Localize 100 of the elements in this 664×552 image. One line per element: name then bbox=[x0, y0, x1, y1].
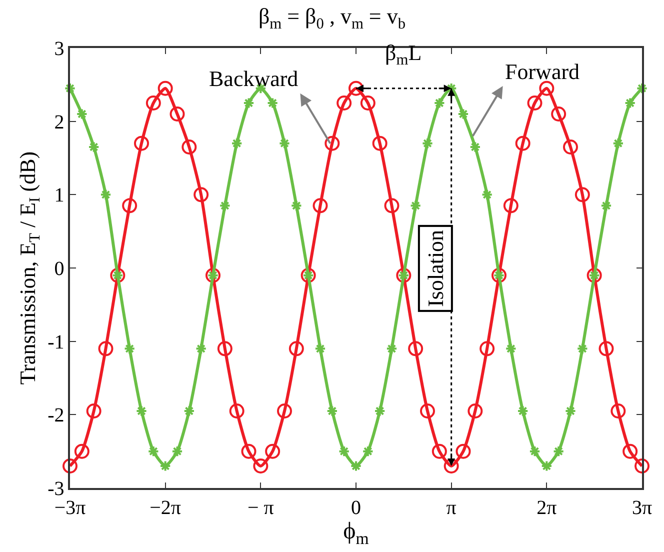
point bbox=[338, 446, 350, 458]
point bbox=[160, 460, 172, 472]
point bbox=[277, 404, 292, 418]
y-tick-label: 3 bbox=[54, 38, 64, 60]
point bbox=[374, 405, 386, 417]
point bbox=[503, 198, 518, 214]
point bbox=[229, 404, 244, 418]
point bbox=[598, 341, 614, 356]
point bbox=[610, 404, 626, 418]
point bbox=[634, 458, 650, 474]
point bbox=[348, 80, 364, 96]
point bbox=[469, 141, 481, 153]
annotation: β$_{m}$L bbox=[385, 40, 422, 69]
annotation: Forward bbox=[505, 59, 580, 84]
x-tick-label: −2π bbox=[150, 496, 182, 519]
point bbox=[552, 446, 564, 458]
point bbox=[242, 97, 255, 109]
point bbox=[636, 82, 648, 94]
point bbox=[600, 200, 612, 212]
point bbox=[386, 342, 398, 354]
point bbox=[324, 136, 340, 151]
point bbox=[564, 405, 576, 417]
point bbox=[265, 444, 280, 459]
point bbox=[457, 108, 470, 120]
point bbox=[505, 342, 517, 354]
point bbox=[551, 106, 566, 122]
point bbox=[326, 405, 338, 417]
point bbox=[182, 140, 197, 154]
point bbox=[241, 444, 256, 459]
point bbox=[148, 446, 160, 458]
point bbox=[266, 97, 278, 109]
point bbox=[362, 446, 374, 458]
x-tick-label: π bbox=[446, 496, 456, 519]
point bbox=[444, 458, 459, 474]
annotation: Isolation bbox=[422, 230, 448, 307]
x-tick-label: 0 bbox=[351, 496, 361, 519]
point bbox=[86, 404, 102, 418]
point bbox=[563, 140, 578, 154]
point bbox=[360, 96, 376, 110]
point bbox=[98, 341, 114, 356]
point bbox=[410, 200, 422, 212]
point bbox=[124, 342, 136, 354]
point bbox=[314, 342, 326, 354]
point bbox=[217, 341, 232, 356]
point bbox=[624, 97, 636, 109]
point bbox=[372, 136, 388, 151]
point bbox=[290, 200, 302, 212]
y-tick-label: 1 bbox=[54, 184, 64, 207]
point bbox=[480, 341, 495, 356]
point bbox=[576, 342, 588, 354]
point bbox=[481, 188, 493, 200]
point bbox=[468, 404, 483, 418]
point bbox=[456, 444, 471, 459]
point bbox=[420, 404, 435, 418]
point bbox=[100, 188, 112, 200]
point bbox=[170, 106, 185, 122]
x-axis-title: ϕ$_{m}$ bbox=[343, 518, 369, 548]
point bbox=[122, 198, 138, 214]
point bbox=[612, 138, 624, 150]
point bbox=[253, 458, 268, 474]
point bbox=[231, 138, 243, 150]
annotation: Backward bbox=[209, 66, 298, 91]
point bbox=[528, 446, 541, 458]
point bbox=[408, 341, 424, 356]
y-tick-label: -1 bbox=[48, 331, 64, 354]
point bbox=[195, 342, 207, 354]
point bbox=[171, 446, 184, 458]
point bbox=[194, 187, 209, 202]
point bbox=[540, 460, 552, 472]
point bbox=[76, 108, 88, 120]
y-tick-label: 0 bbox=[54, 258, 64, 280]
point bbox=[62, 458, 78, 474]
chart-title: β$_{m}$ = β$_{0}$ , v$_{m}$ = v$_{b}$ bbox=[258, 4, 406, 32]
x-tick-label: 3π bbox=[632, 496, 652, 519]
point bbox=[350, 460, 362, 472]
point bbox=[74, 444, 90, 459]
point bbox=[422, 138, 434, 150]
y-tick-label: 2 bbox=[54, 111, 64, 134]
point bbox=[146, 96, 161, 110]
point bbox=[64, 82, 76, 94]
point bbox=[336, 96, 352, 110]
point bbox=[574, 187, 590, 202]
point bbox=[622, 444, 638, 459]
point bbox=[134, 136, 149, 151]
point bbox=[527, 96, 542, 110]
point bbox=[183, 405, 195, 417]
point bbox=[88, 141, 100, 153]
point bbox=[288, 341, 304, 356]
point bbox=[539, 80, 554, 96]
point bbox=[384, 198, 400, 214]
point bbox=[515, 136, 530, 151]
point bbox=[312, 198, 328, 214]
point bbox=[158, 80, 173, 96]
point bbox=[517, 405, 529, 417]
x-tick-label: − π bbox=[247, 496, 274, 519]
point bbox=[219, 200, 231, 212]
point bbox=[278, 138, 290, 150]
point bbox=[432, 444, 447, 459]
point bbox=[434, 97, 446, 109]
x-tick-label: 2π bbox=[536, 496, 557, 519]
